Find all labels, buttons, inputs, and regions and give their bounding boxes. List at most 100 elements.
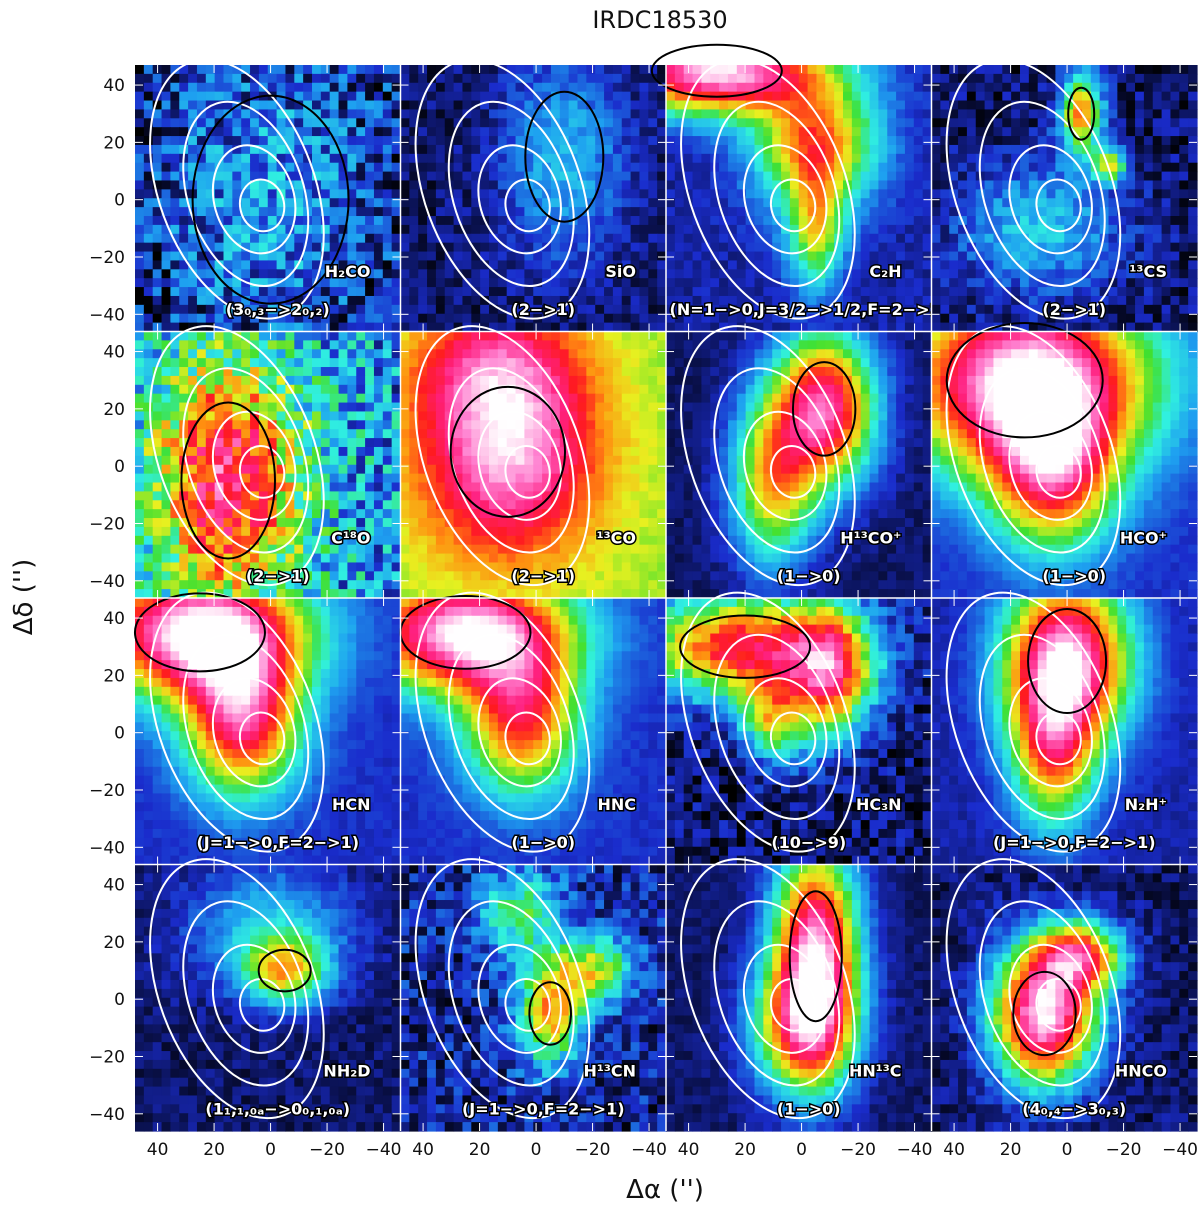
heatmap-cell: [267, 73, 278, 84]
heatmap-cell: [338, 375, 348, 386]
heatmap-cell: [1028, 198, 1039, 208]
heatmap-cell: [789, 304, 800, 315]
heatmap-cell: [444, 287, 455, 297]
heatmap-cell: [966, 109, 977, 119]
heatmap-cell: [524, 224, 534, 235]
heatmap-cell: [435, 446, 446, 457]
heatmap-cell: [1046, 109, 1056, 119]
heatmap-cell: [586, 438, 596, 448]
heatmap-cell: [400, 242, 410, 253]
heatmap-cell: [1126, 233, 1136, 244]
heatmap-cell: [223, 402, 233, 413]
heatmap-cell: [621, 402, 632, 413]
heatmap-cell: [285, 402, 295, 413]
heatmap-cell: [506, 455, 517, 466]
heatmap-cell: [657, 91, 667, 102]
heatmap-cell: [250, 136, 260, 146]
heatmap-cell: [763, 65, 773, 75]
heatmap-cell: [966, 313, 977, 324]
heatmap-cell: [657, 446, 667, 457]
heatmap-cell: [1037, 251, 1048, 262]
heatmap-cell: [807, 100, 818, 111]
heatmap-cell: [214, 562, 225, 572]
heatmap-cell: [373, 518, 384, 528]
heatmap-cell: [568, 375, 579, 386]
heatmap-cell: [710, 216, 720, 226]
heatmap-cell: [373, 144, 384, 155]
heatmap-cell: [347, 535, 357, 546]
heatmap-cell: [550, 331, 561, 341]
heatmap-cell: [1028, 260, 1039, 270]
heatmap-cell: [789, 127, 800, 137]
heatmap-cell: [754, 295, 764, 306]
heatmap-cell: [515, 136, 525, 146]
heatmap-cell: [1188, 82, 1198, 93]
heatmap-cell: [993, 127, 1003, 137]
heatmap-cell: [612, 144, 623, 155]
heatmap-cell: [772, 295, 782, 306]
heatmap-cell: [869, 162, 879, 173]
heatmap-cell: [984, 287, 995, 297]
heatmap-cell: [365, 562, 375, 572]
heatmap-cell: [843, 216, 853, 226]
heatmap-cell: [789, 73, 800, 84]
heatmap-cell: [435, 260, 446, 270]
heatmap-cell: [666, 180, 676, 190]
heatmap-cell: [427, 402, 437, 413]
heatmap-cell: [365, 491, 375, 501]
heatmap-cell: [612, 171, 623, 182]
heatmap-cell: [639, 287, 649, 297]
heatmap-cell: [949, 278, 959, 288]
heatmap-cell: [533, 420, 543, 430]
heatmap-cell: [250, 393, 260, 404]
heatmap-cell: [391, 340, 402, 350]
heatmap-cell: [727, 322, 738, 333]
heatmap-cell: [356, 313, 366, 324]
heatmap-cell: [480, 136, 490, 146]
heatmap-cell: [1108, 242, 1118, 253]
heatmap-cell: [657, 420, 667, 430]
heatmap-cell: [710, 233, 720, 244]
heatmap-cell: [135, 233, 145, 244]
heatmap-cell: [1170, 278, 1180, 288]
continuum-contour: [182, 100, 310, 288]
heatmap-cell: [435, 304, 446, 315]
heatmap-cell: [506, 349, 517, 359]
heatmap-cell: [471, 446, 481, 457]
heatmap-cell: [834, 73, 844, 84]
heatmap-cell: [666, 251, 676, 262]
heatmap-cell: [347, 438, 357, 448]
heatmap-cell: [188, 402, 198, 413]
heatmap-cell: [223, 526, 233, 537]
heatmap-cell: [1099, 73, 1110, 84]
heatmap-cell: [1161, 304, 1172, 315]
heatmap-cell: [391, 518, 402, 528]
heatmap-cell: [409, 216, 419, 226]
heatmap-cell: [595, 384, 605, 395]
heatmap-cell: [152, 180, 163, 190]
heatmap-cell: [205, 233, 216, 244]
heatmap-cell: [497, 295, 508, 306]
heatmap-cell: [285, 367, 295, 377]
heatmap-cell: [196, 100, 207, 111]
heatmap-cell: [258, 260, 269, 270]
heatmap-cell: [612, 233, 623, 244]
heatmap-cell: [143, 189, 154, 199]
heatmap-cell: [205, 544, 216, 555]
heatmap-cell: [179, 242, 189, 253]
heatmap-cell: [1055, 180, 1065, 190]
heatmap-cell: [621, 216, 632, 226]
heatmap-cell: [568, 304, 579, 315]
heatmap-cell: [604, 109, 614, 119]
heatmap-cell: [329, 269, 340, 279]
heatmap-cell: [462, 136, 472, 146]
heatmap-cell: [789, 216, 800, 226]
heatmap-cell: [241, 429, 251, 439]
heatmap-cell: [1090, 322, 1101, 333]
heatmap-cell: [223, 198, 233, 208]
heatmap-cell: [1179, 136, 1189, 146]
heatmap-cell: [241, 393, 251, 404]
heatmap-cell: [701, 260, 711, 270]
heatmap-cell: [312, 535, 322, 546]
heatmap-cell: [347, 473, 357, 484]
